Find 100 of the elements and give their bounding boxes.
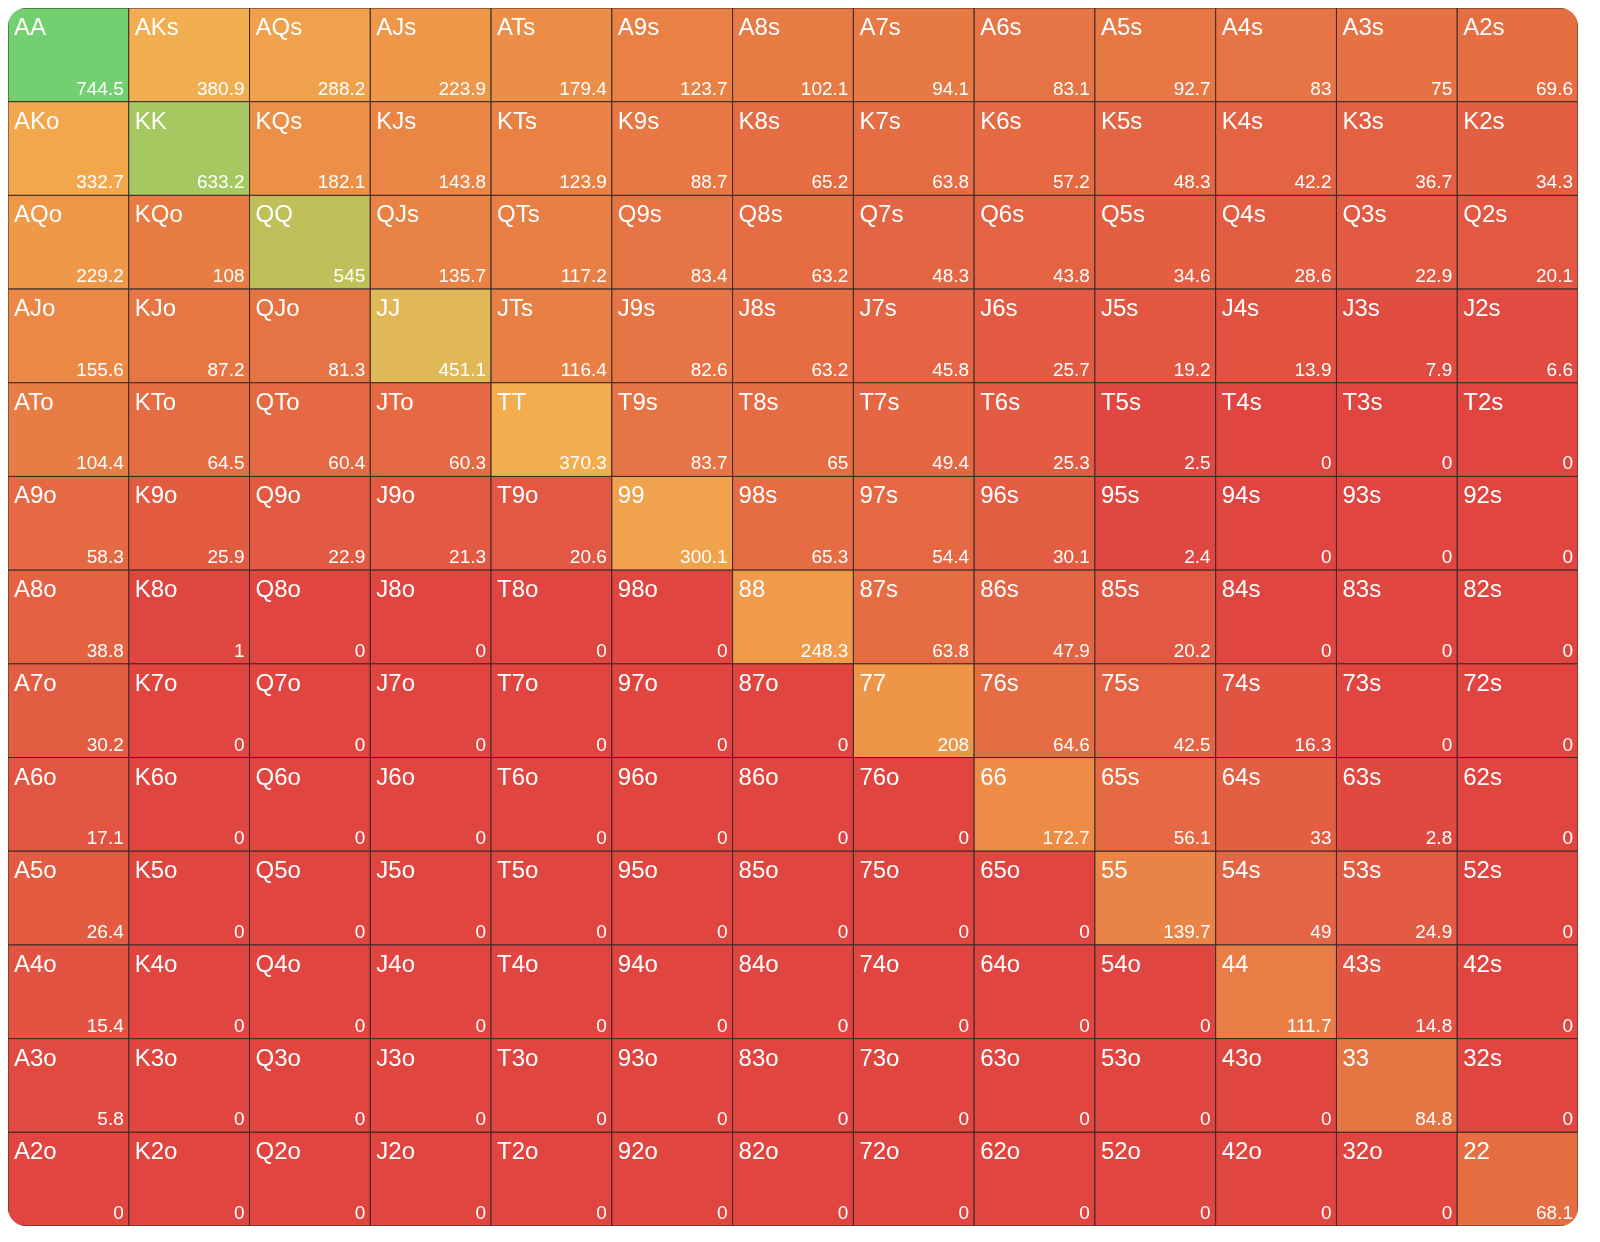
- annotation: K6o: [134, 762, 178, 790]
- data-label: 172.7: [1042, 827, 1090, 849]
- data-label: 0: [1441, 546, 1453, 568]
- annotation: 52o: [1100, 1137, 1141, 1165]
- annotation: 93o: [617, 1043, 658, 1071]
- annotation: Q3s: [1342, 200, 1387, 228]
- annotation: J7s: [859, 294, 897, 322]
- annotation: 99: [617, 481, 645, 509]
- annotation: T8o: [497, 575, 539, 603]
- data-label: 36.7: [1415, 171, 1453, 193]
- data-label: 25.9: [207, 546, 245, 568]
- annotation: Q4o: [255, 949, 301, 977]
- annotation: KTo: [134, 387, 177, 415]
- annotation: T8s: [738, 387, 779, 415]
- data-label: 56.1: [1173, 827, 1211, 849]
- data-label: 0: [1200, 1014, 1211, 1036]
- data-label: 49: [1310, 920, 1332, 942]
- annotation: 95s: [1100, 481, 1140, 509]
- data-label: 63.2: [811, 265, 849, 287]
- annotation: KK: [134, 106, 167, 134]
- data-label: 42.5: [1173, 733, 1211, 755]
- data-label: 0: [475, 920, 487, 942]
- annotation: 93s: [1342, 481, 1382, 509]
- annotation: J3o: [376, 1043, 416, 1071]
- data-label: 0: [1562, 827, 1573, 849]
- annotation: K9s: [617, 106, 660, 134]
- annotation: 92s: [1463, 481, 1502, 509]
- annotation: 53o: [1100, 1043, 1141, 1071]
- annotation: J6o: [376, 762, 416, 790]
- data-label: 19.2: [1173, 358, 1211, 380]
- data-label: 0: [1320, 546, 1332, 568]
- data-label: 0: [1441, 733, 1453, 755]
- annotation: J5o: [376, 856, 416, 884]
- annotation: J9o: [376, 481, 416, 509]
- data-label: 0: [1562, 1014, 1573, 1036]
- annotation: 65o: [980, 856, 1021, 884]
- annotation: 86s: [980, 575, 1019, 603]
- annotation: K4o: [134, 949, 178, 977]
- annotation: A4o: [14, 949, 57, 977]
- annotation: A5o: [14, 856, 57, 884]
- data-label: 0: [233, 827, 245, 849]
- data-label: 25.3: [1052, 452, 1090, 474]
- data-label: 0: [958, 1202, 970, 1223]
- data-label: 60.3: [449, 452, 487, 474]
- annotation: A8s: [738, 13, 780, 40]
- annotation: A9s: [617, 13, 660, 40]
- annotation: J6s: [980, 294, 1018, 322]
- annotation: 72s: [1463, 668, 1502, 696]
- annotation: T3s: [1342, 387, 1383, 415]
- data-label: 139.7: [1163, 920, 1211, 942]
- annotation: K7s: [859, 106, 901, 134]
- annotation: QTs: [497, 200, 540, 228]
- annotation: 63o: [980, 1043, 1021, 1071]
- data-label: 0: [1079, 1014, 1090, 1036]
- data-label: 48.3: [1173, 171, 1211, 193]
- annotation: Q8s: [738, 200, 783, 228]
- data-label: 22.9: [1415, 265, 1453, 287]
- annotation: 84o: [738, 949, 779, 977]
- data-label: 0: [717, 920, 728, 942]
- annotation: T6s: [980, 387, 1021, 415]
- annotation: 88: [738, 575, 766, 603]
- data-label: 81.3: [328, 358, 366, 380]
- data-label: 49.4: [932, 452, 970, 474]
- data-label: 117.2: [560, 265, 607, 287]
- data-label: 25.7: [1052, 358, 1090, 380]
- data-label: 143.8: [438, 171, 487, 193]
- annotation: Q9s: [617, 200, 662, 228]
- annotation: T5s: [1100, 387, 1141, 415]
- annotation: 85s: [1100, 575, 1140, 603]
- data-label: 30.1: [1052, 546, 1090, 568]
- annotation: 74s: [1221, 668, 1261, 696]
- annotation: J7o: [376, 668, 416, 696]
- data-label: 60.4: [328, 452, 366, 474]
- annotation: T9o: [497, 481, 539, 509]
- data-label: 83: [1310, 77, 1332, 99]
- annotation: Q6s: [980, 200, 1025, 228]
- annotation: 76o: [859, 762, 900, 790]
- annotation: AQs: [255, 13, 303, 40]
- data-label: 370.3: [559, 452, 607, 474]
- data-label: 0: [1441, 639, 1453, 661]
- annotation: KTs: [497, 106, 538, 134]
- annotation: A2o: [14, 1137, 57, 1165]
- annotation: 32s: [1463, 1043, 1502, 1071]
- annotation: J3s: [1342, 294, 1380, 322]
- data-label: 451.1: [438, 358, 487, 380]
- data-label: 135.7: [438, 265, 487, 287]
- data-label: 0: [475, 827, 487, 849]
- annotation: T9s: [617, 387, 658, 415]
- data-label: 0: [837, 1014, 849, 1036]
- annotation: 98o: [617, 575, 658, 603]
- annotation: Q6o: [255, 762, 301, 790]
- annotation: A3o: [14, 1043, 57, 1071]
- data-label: 0: [717, 1108, 728, 1130]
- data-label: 0: [1562, 639, 1573, 661]
- data-label: 0: [233, 1014, 245, 1036]
- annotation: 62o: [980, 1137, 1021, 1165]
- annotation: T2o: [497, 1137, 539, 1165]
- annotation: J8s: [738, 294, 776, 322]
- annotation: Q2o: [255, 1137, 301, 1165]
- data-label: 0: [717, 733, 728, 755]
